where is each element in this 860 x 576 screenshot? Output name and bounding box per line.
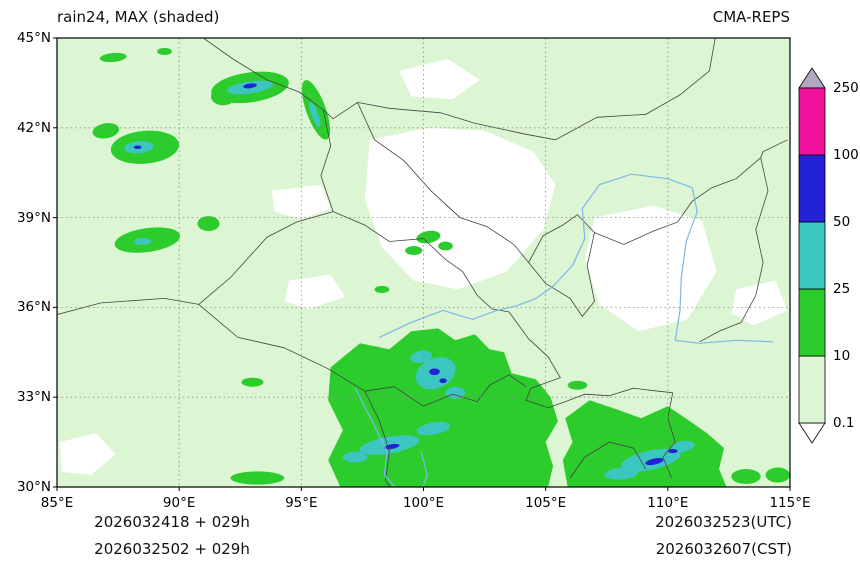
rain-cell-10	[416, 230, 441, 244]
rain-cell-10	[438, 241, 453, 251]
river	[420, 450, 428, 487]
colorbar-over-arrow	[798, 67, 826, 89]
admin-border	[364, 391, 391, 487]
colorbar-tick-label: 0.1	[833, 415, 855, 431]
x-tick-label: 90°E	[162, 495, 196, 511]
x-tick-label: 115°E	[769, 495, 811, 511]
admin-border	[760, 139, 788, 158]
dry-area	[272, 184, 331, 220]
colorbar-under-arrow	[798, 422, 826, 444]
admin-border	[202, 38, 716, 141]
rain-cell-10	[405, 246, 423, 256]
colorbar-box-50	[798, 154, 826, 223]
y-tick-label: 45°N	[16, 30, 51, 46]
colorbar-box-0.1	[798, 355, 826, 424]
rain-cell-50	[667, 448, 678, 454]
admin-border	[594, 187, 713, 245]
rain-cell-25	[342, 451, 368, 463]
dry-area	[59, 433, 116, 475]
rain-cell-25	[410, 350, 432, 363]
admin-border	[198, 211, 334, 305]
dry-area	[399, 59, 480, 100]
y-tick-label: 36°N	[16, 299, 51, 316]
rain-cell-25	[604, 467, 639, 480]
admin-border	[528, 214, 595, 318]
x-tick-label: 105°E	[525, 495, 567, 511]
dry-area	[284, 274, 346, 309]
rain-cell-10	[99, 52, 127, 63]
plot-title: rain24, MAX (shaded)	[57, 8, 220, 26]
valid-time-cst: 2026032607(CST)	[655, 540, 792, 558]
river	[379, 173, 773, 344]
admin-border	[357, 102, 529, 263]
x-tick-label: 85°E	[40, 495, 74, 511]
rain-cell-25	[670, 440, 695, 453]
rain-cell-50	[645, 458, 664, 466]
rain-cell-25	[445, 386, 466, 399]
rain-cell-10	[92, 123, 120, 139]
rain-cell-50	[133, 145, 142, 150]
admin-border	[569, 441, 647, 479]
colorbar-tick-label: 25	[833, 281, 851, 297]
x-tick-label: 100°E	[402, 495, 445, 511]
colorbar-tick-label: 50	[833, 214, 851, 230]
colorbar-box-25	[798, 221, 826, 290]
rain-cell-50	[243, 83, 257, 89]
rain-cell-10	[157, 47, 172, 56]
x-tick-label: 95°E	[285, 495, 318, 511]
admin-border	[57, 297, 199, 315]
river	[354, 387, 397, 487]
init-run-2: 2026032502 + 029h	[94, 540, 250, 558]
rain-cell-10	[765, 467, 790, 483]
y-tick-label: 39°N	[16, 209, 51, 226]
rain-cell-10	[731, 469, 761, 485]
admin-border	[662, 392, 676, 479]
colorbar-tick-label: 250	[833, 80, 859, 96]
colorbar-box-100	[798, 87, 826, 156]
map-layers	[57, 38, 790, 487]
admin-border	[699, 157, 769, 343]
dry-area	[584, 205, 717, 332]
y-tick-label: 33°N	[16, 389, 51, 406]
colorbar-tick-label: 10	[833, 348, 851, 364]
rain-cell-25	[309, 101, 321, 128]
model-label: CMA-REPS	[712, 8, 790, 26]
admin-border	[711, 157, 761, 189]
rain-area-10	[562, 400, 727, 487]
init-run-1: 2026032418 + 029h	[94, 513, 250, 531]
rain-cell-25	[416, 422, 451, 436]
rain-cell-50	[439, 378, 447, 384]
rain-cell-10	[567, 380, 588, 390]
admin-border	[198, 304, 366, 392]
colorbar-tick-label: 100	[833, 147, 859, 163]
rain-cell-10	[197, 216, 220, 232]
admin-border	[508, 311, 673, 409]
admin-border	[332, 211, 510, 313]
admin-border	[364, 374, 527, 407]
rain-cell-50	[429, 368, 440, 376]
rain-cell-10	[374, 285, 390, 294]
y-tick-label: 42°N	[16, 119, 51, 136]
rain-cell-10	[230, 471, 285, 485]
y-tick-label: 30°N	[16, 479, 51, 495]
x-tick-label: 110°E	[647, 495, 689, 511]
valid-time-utc: 2026032523(UTC)	[655, 513, 792, 531]
colorbar-box-10	[798, 288, 826, 357]
rain-cell-25	[133, 237, 152, 246]
rain-cell-10	[241, 377, 264, 387]
